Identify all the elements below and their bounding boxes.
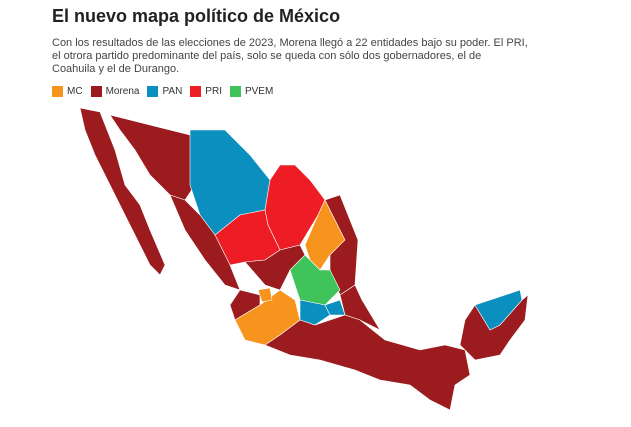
legend-swatch: [147, 86, 159, 97]
legend-item: PRI: [190, 86, 222, 97]
state: [257, 287, 273, 303]
legend-swatch: [190, 86, 202, 97]
legend-label: MC: [67, 86, 83, 97]
subtitle: Con los resultados de las elecciones de …: [52, 37, 528, 49]
state: [474, 289, 523, 331]
legend-label: PAN: [162, 86, 183, 97]
subtitle: Coahuila y el de Durango.: [52, 63, 180, 75]
title: El nuevo mapa político de México: [52, 6, 341, 26]
legend-label: PRI: [205, 86, 222, 97]
state: [264, 314, 471, 411]
state: [459, 294, 529, 361]
subtitle: el otrora partido predominante del país,…: [52, 50, 482, 62]
state: [299, 299, 331, 326]
legend-label: Morena: [105, 86, 140, 97]
legend-item: PAN: [147, 86, 182, 97]
legend-item: PVEM: [229, 86, 274, 97]
legend-item: MC: [52, 86, 83, 97]
state: [169, 194, 241, 291]
legend: MC Morena PAN PRI PVEM: [52, 86, 273, 97]
legend-label: PVEM: [244, 86, 274, 97]
legend-swatch: [52, 86, 63, 97]
legend-swatch: [229, 86, 241, 97]
legend-swatch: [90, 86, 102, 97]
state: [79, 107, 166, 276]
legend-item: Morena: [90, 86, 140, 97]
